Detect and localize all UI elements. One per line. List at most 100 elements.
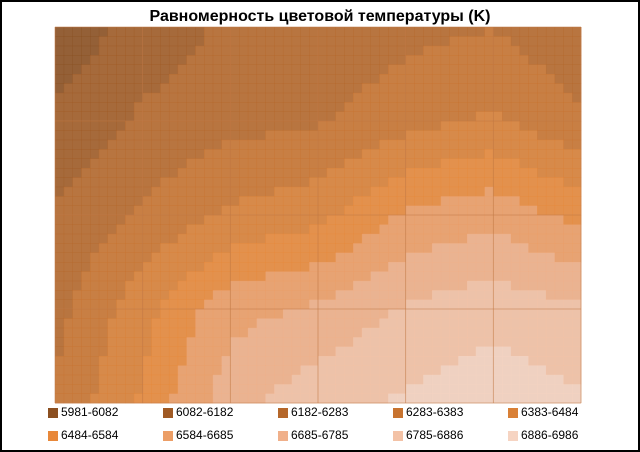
contour-cell bbox=[116, 177, 126, 188]
contour-cell bbox=[282, 205, 293, 216]
contour-cell bbox=[528, 92, 538, 103]
contour-cell bbox=[125, 318, 135, 329]
contour-cell bbox=[361, 280, 371, 291]
contour-cell bbox=[379, 186, 389, 197]
contour-cell bbox=[528, 393, 538, 404]
contour-cell bbox=[55, 374, 65, 385]
contour-cell bbox=[423, 365, 433, 376]
contour-cell bbox=[572, 393, 582, 404]
contour-cell bbox=[467, 215, 477, 225]
contour-cell bbox=[388, 102, 398, 112]
contour-cell bbox=[475, 149, 485, 159]
contour-cell bbox=[63, 262, 73, 272]
contour-cell bbox=[370, 45, 380, 56]
contour-cell bbox=[467, 346, 477, 357]
contour-cell bbox=[116, 139, 126, 150]
contour-cell bbox=[318, 196, 328, 206]
contour-cell bbox=[537, 168, 547, 178]
contour-cell bbox=[265, 318, 275, 329]
contour-cell bbox=[405, 45, 415, 56]
contour-cell bbox=[125, 139, 135, 150]
contour-cell bbox=[265, 233, 275, 244]
contour-cell bbox=[265, 177, 275, 188]
contour-cell bbox=[484, 36, 494, 47]
contour-cell bbox=[151, 374, 161, 385]
contour-cell bbox=[239, 224, 249, 235]
contour-cell bbox=[265, 299, 275, 310]
contour-cell bbox=[431, 243, 442, 253]
contour-cell bbox=[282, 374, 293, 385]
contour-cell bbox=[519, 196, 529, 206]
contour-cell bbox=[221, 299, 231, 310]
contour-cell bbox=[493, 384, 503, 394]
contour-cell bbox=[160, 327, 170, 338]
contour-cell bbox=[300, 224, 310, 235]
contour-cell bbox=[379, 224, 389, 235]
contour-cell bbox=[440, 356, 450, 366]
contour-cell bbox=[309, 36, 319, 47]
contour-cell bbox=[554, 196, 564, 206]
contour-cell bbox=[370, 64, 380, 75]
contour-cell bbox=[72, 45, 82, 56]
contour-cell bbox=[379, 309, 389, 319]
contour-cell bbox=[572, 205, 582, 216]
contour-cell bbox=[55, 83, 65, 94]
contour-cell bbox=[81, 290, 91, 300]
contour-cell bbox=[318, 215, 328, 225]
contour-cell bbox=[467, 393, 477, 404]
contour-cell bbox=[396, 318, 407, 329]
contour-cell bbox=[300, 393, 310, 404]
contour-cell bbox=[90, 393, 100, 404]
contour-cell bbox=[195, 290, 205, 300]
contour-cell bbox=[458, 139, 468, 150]
contour-cell bbox=[309, 83, 319, 94]
contour-cell bbox=[72, 168, 82, 178]
contour-cell bbox=[545, 262, 556, 272]
contour-cell bbox=[405, 196, 415, 206]
contour-cell bbox=[545, 83, 556, 94]
contour-cell bbox=[537, 327, 547, 338]
contour-cell bbox=[493, 45, 503, 56]
contour-cell bbox=[502, 139, 512, 150]
contour-cell bbox=[133, 393, 144, 404]
contour-cell bbox=[379, 374, 389, 385]
contour-cell bbox=[414, 111, 424, 122]
contour-cell bbox=[396, 271, 407, 282]
contour-cell bbox=[177, 27, 187, 37]
contour-cell bbox=[195, 64, 205, 75]
contour-cell bbox=[116, 262, 126, 272]
contour-cell bbox=[353, 168, 363, 178]
contour-cell bbox=[475, 92, 485, 103]
contour-cell bbox=[300, 139, 310, 150]
contour-cell bbox=[300, 27, 310, 37]
contour-cell bbox=[563, 271, 573, 282]
contour-cell bbox=[519, 55, 529, 65]
contour-cell bbox=[195, 186, 205, 197]
contour-cell bbox=[493, 83, 503, 94]
contour-cell bbox=[493, 121, 503, 131]
contour-cell bbox=[204, 130, 214, 141]
contour-cell bbox=[291, 337, 301, 347]
contour-cell bbox=[247, 102, 258, 112]
contour-cell bbox=[528, 374, 538, 385]
contour-cell bbox=[300, 149, 310, 159]
contour-cell bbox=[423, 83, 433, 94]
contour-cell bbox=[151, 327, 161, 338]
contour-cell bbox=[125, 280, 135, 291]
contour-cell bbox=[361, 337, 371, 347]
contour-cell bbox=[55, 205, 65, 216]
contour-cell bbox=[379, 215, 389, 225]
contour-cell bbox=[168, 27, 179, 37]
contour-cell bbox=[186, 74, 196, 84]
contour-cell bbox=[528, 299, 538, 310]
contour-cell bbox=[186, 215, 196, 225]
contour-cell bbox=[90, 158, 100, 169]
contour-cell bbox=[239, 215, 249, 225]
contour-cell bbox=[239, 243, 249, 253]
contour-cell bbox=[554, 102, 564, 112]
contour-cell bbox=[502, 121, 512, 131]
contour-cell bbox=[55, 299, 65, 310]
contour-cell bbox=[318, 318, 328, 329]
contour-cell bbox=[221, 111, 231, 122]
contour-cell bbox=[107, 374, 117, 385]
